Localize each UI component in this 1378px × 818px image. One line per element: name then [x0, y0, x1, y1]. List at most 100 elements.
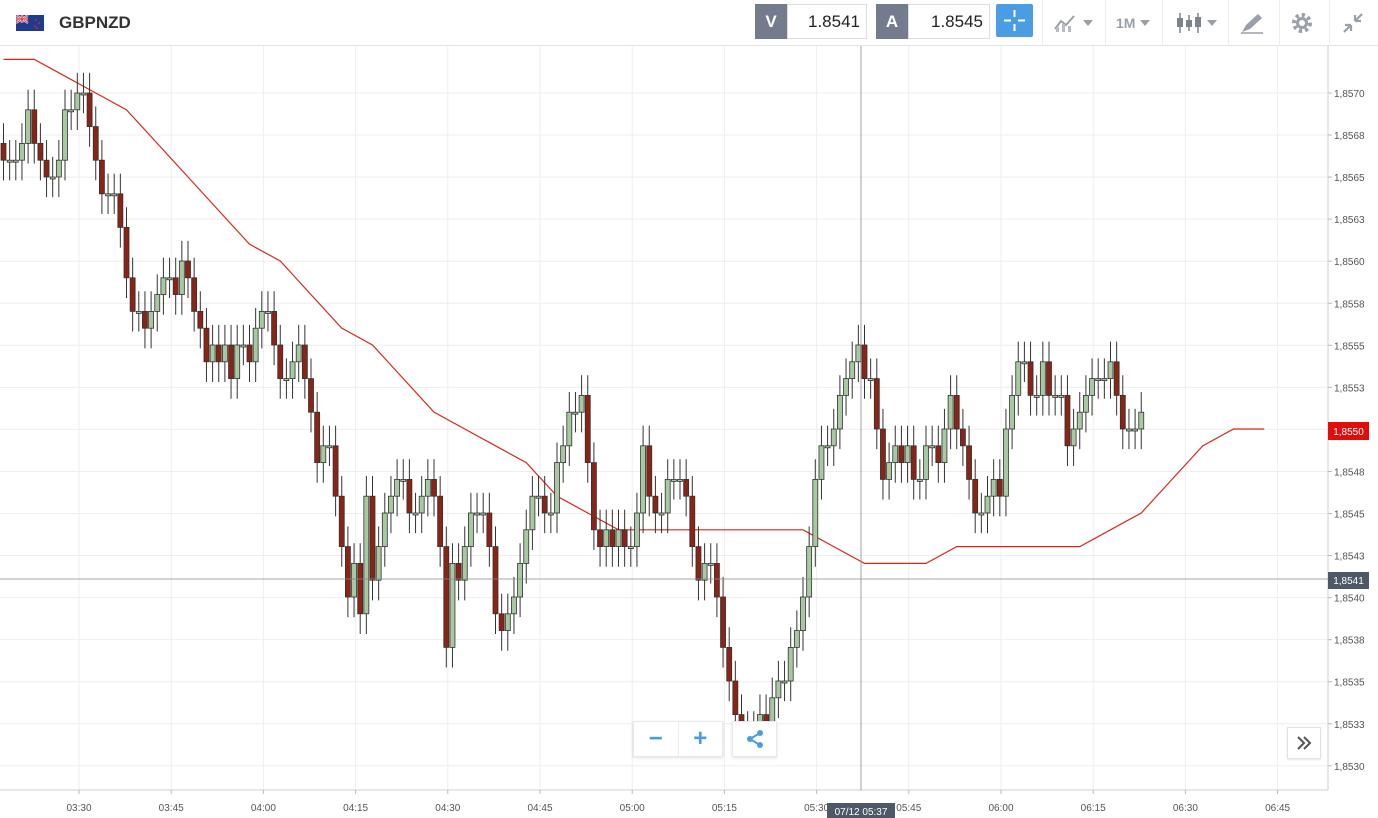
- candle: [357, 543, 364, 634]
- candle: [455, 543, 462, 601]
- candle-body-up: [1095, 378, 1102, 382]
- candle: [910, 425, 917, 500]
- chart-type-dropdown[interactable]: [1176, 8, 1217, 38]
- crosshair-button[interactable]: [996, 4, 1033, 37]
- candle-body-down: [953, 394, 960, 430]
- time-tick-label: 05:00: [620, 803, 645, 814]
- time-tick-label: 03:30: [66, 803, 91, 814]
- candle: [578, 375, 585, 433]
- gb-nz-flag-icon: [16, 15, 44, 31]
- price-tick-label: 1,8533: [1334, 720, 1365, 731]
- candle: [308, 358, 314, 433]
- candle-body-down: [960, 428, 966, 447]
- candle-body-up: [209, 344, 216, 363]
- candle: [1113, 341, 1120, 416]
- candle: [800, 576, 806, 651]
- candle: [695, 526, 702, 601]
- candle: [652, 476, 659, 534]
- zoom-controls: − +: [633, 721, 723, 757]
- price-tick-label: 1,8565: [1334, 173, 1365, 184]
- candle-body-down: [92, 126, 99, 161]
- zoom-in-button[interactable]: +: [693, 725, 708, 752]
- candle: [135, 291, 142, 332]
- scroll-to-latest-button[interactable]: [1287, 727, 1321, 759]
- candle: [966, 425, 972, 500]
- candle-body-down: [732, 680, 739, 715]
- share-button[interactable]: [732, 721, 777, 757]
- candle: [726, 627, 733, 702]
- candle-body-up: [677, 478, 683, 482]
- candle: [449, 543, 456, 668]
- toolbar-divider: [1279, 0, 1280, 46]
- candle-body-up: [6, 159, 13, 163]
- candle-body-up: [572, 411, 579, 415]
- candle-body-up: [424, 478, 431, 497]
- timeframe-label: 1M: [1116, 15, 1136, 31]
- candle-body-up: [68, 109, 75, 113]
- candle-body-down: [455, 563, 462, 581]
- price-tick-label: 1,8545: [1334, 510, 1365, 521]
- candle-body-down: [246, 344, 253, 363]
- candle-body-down: [31, 109, 38, 144]
- candle-body-up: [160, 277, 167, 295]
- candle: [498, 593, 505, 651]
- price-tick-label: 1,8530: [1334, 762, 1365, 773]
- candle-body-up: [941, 428, 948, 463]
- candle: [873, 358, 880, 450]
- buy-price-button[interactable]: 1.8545: [908, 4, 990, 39]
- candle-body-down: [301, 344, 308, 379]
- time-tick-label: 04:45: [527, 803, 552, 814]
- candle: [781, 660, 788, 702]
- candle-body-down: [492, 546, 499, 615]
- toolbar-divider: [1162, 0, 1163, 46]
- moving-average: [3, 58, 1265, 564]
- candle: [31, 89, 38, 164]
- candle-body-down: [683, 478, 690, 497]
- candle-body-down: [695, 546, 702, 581]
- candle: [867, 358, 874, 399]
- candle-body-down: [966, 445, 972, 480]
- sell-label: V: [755, 4, 787, 39]
- candle-body-down: [1027, 361, 1034, 396]
- candle-body-up: [929, 445, 936, 449]
- buy-label: A: [876, 4, 908, 39]
- candle: [935, 425, 942, 483]
- drawing-tools-button[interactable]: [1240, 8, 1264, 38]
- candle-body-down: [591, 462, 597, 531]
- candle: [972, 459, 979, 534]
- time-tick-label: 05:30: [804, 803, 829, 814]
- candle-body-up: [111, 193, 118, 197]
- time-tick-label: 06:15: [1081, 803, 1106, 814]
- sell-price-button[interactable]: 1.8541: [787, 4, 867, 39]
- indicators-button[interactable]: [1054, 8, 1093, 38]
- candle-body-down: [314, 411, 321, 464]
- candle: [560, 425, 567, 483]
- candle: [295, 324, 302, 382]
- candle: [209, 324, 216, 382]
- settings-button[interactable]: [1290, 8, 1314, 38]
- current-price-tag: [1328, 422, 1369, 440]
- zoom-out-button[interactable]: −: [634, 722, 679, 756]
- candle: [234, 324, 241, 399]
- candle-body-up: [166, 277, 173, 281]
- candle-body-up: [504, 613, 511, 631]
- time-tick-label: 04:00: [251, 803, 276, 814]
- candle: [1046, 341, 1052, 416]
- candle: [886, 442, 892, 500]
- candle-body-down: [129, 277, 136, 312]
- candle-body-up: [265, 310, 271, 314]
- candle-body-up: [529, 495, 536, 531]
- candle: [793, 610, 800, 668]
- timeframe-dropdown[interactable]: 1M: [1116, 8, 1151, 38]
- candle: [843, 358, 849, 416]
- candle: [960, 408, 966, 466]
- candle: [1003, 408, 1009, 517]
- time-tick-label: 06:30: [1173, 803, 1198, 814]
- candle: [154, 274, 161, 332]
- candle: [123, 207, 130, 298]
- price-tick-label: 1,8548: [1334, 467, 1365, 478]
- price-chart[interactable]: 1,8570 1,8568 1,8565 1,8563 1,8560 1,8558 1,85…: [0, 46, 1378, 818]
- candle: [480, 492, 487, 534]
- collapse-button[interactable]: [1341, 8, 1365, 38]
- candle: [929, 425, 936, 466]
